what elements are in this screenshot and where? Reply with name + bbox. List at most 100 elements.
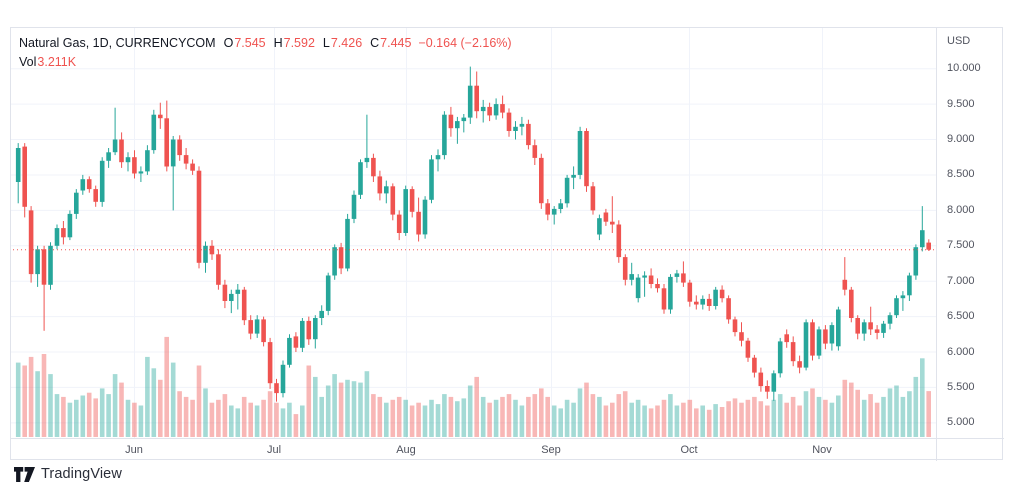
volume-bar: [823, 399, 828, 437]
volume-bar: [500, 396, 505, 437]
candle-body: [235, 289, 241, 294]
currency-label: USD: [947, 35, 971, 47]
candle-body: [823, 329, 828, 344]
volume-bar: [216, 399, 221, 437]
candle-body: [35, 249, 40, 275]
volume-bar: [196, 365, 202, 437]
candle-body: [209, 245, 215, 255]
candle-body: [920, 230, 925, 248]
price-axis[interactable]: USD 10.000 9.500 9.000 8.500 8.000 7.500 7.000…: [937, 28, 1003, 461]
volume-bar: [80, 395, 86, 437]
volume-bar: [480, 396, 486, 437]
volume-bar: [642, 405, 647, 437]
volume-bar: [106, 394, 111, 437]
candle-body: [442, 114, 447, 156]
candle-body: [306, 320, 312, 340]
candle-body: [745, 340, 751, 358]
candle-body: [332, 247, 337, 276]
volume-bar: [177, 391, 182, 437]
volume-bar: [590, 394, 596, 437]
volume-bar: [539, 388, 544, 437]
candle-body: [519, 123, 525, 127]
volume-bar: [99, 388, 105, 437]
candle-body: [907, 275, 912, 296]
volume-bar: [610, 402, 615, 437]
volume-bar: [28, 356, 34, 437]
candle-body: [655, 284, 660, 289]
volume-bar: [694, 408, 699, 437]
volume-bar: [577, 388, 583, 437]
candle-body: [610, 221, 615, 225]
candle-body: [558, 203, 563, 209]
volume-bar: [41, 354, 47, 437]
candle-body: [687, 282, 693, 302]
volume-bar: [377, 396, 383, 437]
volume-bar: [209, 402, 215, 437]
candle-body: [513, 126, 518, 131]
candle-body: [422, 199, 428, 235]
candle-body: [86, 179, 92, 190]
candle-body: [80, 179, 86, 191]
volume-bar: [706, 409, 712, 437]
volume-bar: [881, 396, 886, 437]
candle-body: [842, 279, 848, 290]
volume-bar: [48, 374, 53, 437]
time-axis-separator: [11, 438, 1004, 439]
volume-bar: [926, 391, 931, 437]
volume-bar: [22, 365, 27, 437]
change-value: −0.164 (−2.16%): [418, 36, 512, 50]
price-tick-label: 7.000: [947, 275, 975, 287]
volume-bar: [287, 402, 292, 437]
volume-bar: [112, 374, 118, 437]
open-label: O: [223, 36, 234, 50]
volume-bar: [371, 394, 376, 437]
volume-label[interactable]: Vol: [19, 55, 37, 69]
volume-bar: [842, 379, 848, 437]
volume-bar: [629, 402, 634, 437]
candle-body: [564, 177, 570, 204]
price-tick-label: 5.500: [947, 381, 975, 393]
volume-bar: [351, 381, 357, 437]
candle-body: [681, 273, 686, 283]
candle-body: [577, 131, 583, 175]
volume-bar: [396, 396, 402, 437]
candle-body: [416, 211, 421, 235]
candle-body: [765, 386, 770, 392]
price-tick-label: 7.500: [947, 239, 975, 251]
candle-body: [467, 85, 473, 118]
candle-body: [164, 118, 169, 167]
volume-bar: [93, 398, 98, 437]
candle-body: [138, 171, 144, 174]
candle-body: [170, 139, 176, 167]
candle-body: [713, 289, 718, 306]
candle-body: [338, 247, 344, 269]
candle-body: [145, 150, 150, 172]
time-axis[interactable]: Jun Jul Aug Sep Oct Nov: [11, 439, 936, 461]
price-tick-label: 9.500: [947, 98, 975, 110]
candle-body: [629, 274, 634, 280]
symbol-title[interactable]: Natural Gas, 1D, CURRENCYCOM: [19, 36, 216, 50]
candle-body: [694, 301, 699, 305]
volume-bar: [513, 399, 518, 437]
candle-body: [532, 145, 538, 158]
volume-bar: [248, 402, 253, 437]
low-label: L: [322, 36, 330, 50]
volume-bar: [752, 396, 757, 437]
candle-body: [300, 320, 305, 348]
candlestick-chart[interactable]: [11, 28, 936, 438]
volume-bar: [661, 399, 667, 437]
candle-body: [590, 186, 596, 211]
candle-body: [177, 139, 182, 156]
volume-bar: [332, 374, 337, 437]
candle-body: [241, 289, 247, 321]
candle-body: [455, 121, 460, 129]
candle-body: [603, 212, 609, 222]
candle-body: [67, 213, 73, 238]
volume-bar: [416, 402, 421, 437]
tradingview-logo[interactable]: TradingView: [14, 466, 122, 482]
candle-body: [706, 298, 712, 306]
volume-bar: [422, 405, 428, 437]
volume-bar: [364, 371, 370, 437]
volume-bar: [132, 402, 137, 437]
